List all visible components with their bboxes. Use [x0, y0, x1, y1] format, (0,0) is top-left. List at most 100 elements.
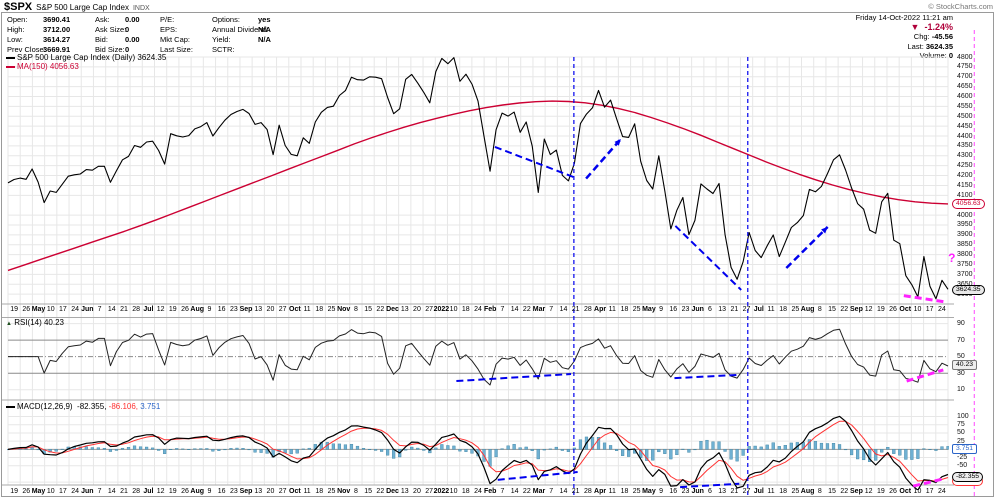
date-tick-label: 17: [925, 306, 934, 313]
y-tick-label: 4100: [957, 191, 973, 199]
date-tick-label: 28: [132, 306, 141, 313]
date-tick-label: 6: [707, 488, 712, 495]
date-tick-label: 20: [266, 306, 275, 313]
rsi-legend[interactable]: ▲ RSI(14) 40.23: [6, 318, 64, 327]
y-tick-label: 4650: [957, 83, 973, 91]
y-tick-label: -25: [957, 454, 968, 462]
quote-col-price: Open: 3690.41 High: 3712.00 Low: 3614.27 Pr…: [7, 15, 70, 55]
ticker-exchange: INDX: [132, 5, 150, 12]
dividend-value: N/A: [258, 25, 271, 34]
mktcap-label: Mkt Cap:: [160, 35, 191, 44]
date-tick-label: 26: [889, 488, 897, 495]
date-tick-label: 13: [254, 306, 263, 313]
date-tick-label: 18: [779, 306, 788, 313]
date-tick-label: 23: [229, 306, 238, 313]
date-tick-label: 26: [22, 488, 31, 495]
ticker-name: S&P 500 Large Cap Index: [36, 3, 129, 12]
ma-line-swatch: [6, 65, 15, 68]
date-tick-label: Dec: [386, 488, 399, 495]
date-tick-label: Mar: [532, 488, 546, 495]
date-tick-label: Feb: [483, 488, 497, 495]
date-tick-label: 13: [718, 488, 727, 495]
date-tick-label: 25: [327, 488, 336, 495]
date-tick-label: 27: [278, 488, 287, 495]
date-tick-label: 13: [254, 488, 263, 495]
date-tick-label: 27: [425, 306, 434, 313]
y-tick-label: 3700: [957, 270, 973, 278]
y-tick-label: 3650: [957, 281, 973, 288]
options-value: yes: [258, 15, 271, 24]
last-size-label: Last Size:: [160, 45, 193, 54]
date-tick-label: 10: [449, 306, 458, 313]
down-arrow-icon: ▼: [910, 21, 920, 32]
y-tick-label: 4200: [957, 172, 973, 180]
date-tick-label: Sep: [239, 488, 253, 495]
date-tick-label: 19: [168, 306, 177, 313]
date-tick-label: 8: [353, 488, 358, 495]
quote-col-bidask: Ask: 0.00 Ask Size:0 Bid: 0.00 Bid Size:0: [95, 15, 140, 55]
date-tick-label: Jun: [81, 306, 94, 313]
date-tick-label: 11: [767, 306, 775, 313]
macd-legend: MACD(12,26,9) -82.355, -86.106, 3.751: [6, 402, 160, 411]
date-axis-mid: 19 26 May 10 17 24 Jun 7 14 21 28 Jul 12 19 26 Aug 9 16 23…: [0, 306, 952, 317]
date-tick-label: Sep: [850, 488, 863, 495]
date-tick-label: 24: [937, 488, 946, 495]
macd-value: -82.355,: [77, 402, 107, 411]
date-tick-label: 18: [461, 488, 470, 495]
bid-size-value: 0: [125, 45, 130, 54]
volume-label: Volume:: [919, 51, 947, 60]
date-tick-label: 20: [266, 488, 275, 495]
y-tick-label: 50: [957, 353, 965, 361]
ask-size-label: Ask Size:: [95, 25, 127, 34]
date-axis-bottom: 19 26 May 10 17 24 Jun 7 14 21 28 Jul 12 19 26 Aug 9 16 23…: [0, 488, 952, 499]
date-tick-label: Jul: [143, 306, 154, 313]
date-tick-label: 10: [913, 488, 922, 495]
date-tick-label: 22: [840, 488, 849, 495]
y-tick-label: 4000: [957, 211, 973, 219]
y-tick-label: 10: [957, 386, 965, 394]
date-tick-label: 18: [315, 488, 324, 495]
date-tick-label: 7: [549, 488, 554, 495]
y-tick-label: 4800: [957, 53, 973, 61]
y-tick-label: 30: [957, 369, 965, 377]
date-tick-label: 23: [681, 488, 690, 495]
date-tick-label: 13: [400, 306, 409, 313]
date-tick-label: 22: [522, 306, 531, 313]
macd-signal-value: -86.106,: [108, 402, 139, 411]
y-tick-label: 4300: [957, 152, 973, 160]
ma-value-flag: 4056.63: [952, 199, 985, 210]
date-tick-label: 12: [864, 306, 873, 313]
date-tick-label: 25: [327, 306, 336, 313]
date-tick-label: 9: [659, 306, 664, 313]
date-tick-label: 14: [107, 306, 116, 313]
y-tick-label: 4750: [957, 63, 973, 71]
last-label: Last:: [907, 41, 924, 51]
y-tick-label: 3950: [957, 221, 973, 229]
date-tick-label: 15: [828, 488, 836, 495]
chg-label: Chg:: [913, 32, 930, 41]
date-tick-label: 20: [413, 488, 421, 495]
date-tick-label: 26: [181, 488, 189, 495]
date-tick-label: 27: [742, 488, 751, 495]
date-tick-label: May: [31, 488, 46, 495]
date-tick-label: 11: [303, 488, 311, 495]
date-tick-label: 23: [681, 306, 690, 313]
date-tick-label: Nov: [337, 306, 351, 313]
volume-value: 0: [948, 51, 953, 60]
stockcharts-copyright-link[interactable]: © StockCharts.com: [928, 2, 993, 11]
open-value: 3690.41: [43, 15, 71, 24]
date-tick-label: 18: [315, 306, 324, 313]
y-tick-label: 90: [957, 320, 965, 328]
date-tick-label: 25: [632, 306, 641, 313]
date-tick-label: Jun: [691, 488, 704, 495]
date-tick-label: 16: [217, 306, 226, 313]
date-tick-label: 24: [474, 306, 482, 313]
date-tick-label: 8: [817, 306, 822, 313]
date-tick-label: 28: [583, 488, 592, 495]
date-tick-label: 11: [303, 306, 311, 313]
date-tick-label: May: [31, 306, 46, 313]
bid-size-label: Bid Size:: [95, 45, 125, 54]
date-tick-label: 12: [156, 306, 165, 313]
date-tick-label: 14: [559, 488, 568, 495]
date-tick-label: 10: [46, 488, 55, 495]
